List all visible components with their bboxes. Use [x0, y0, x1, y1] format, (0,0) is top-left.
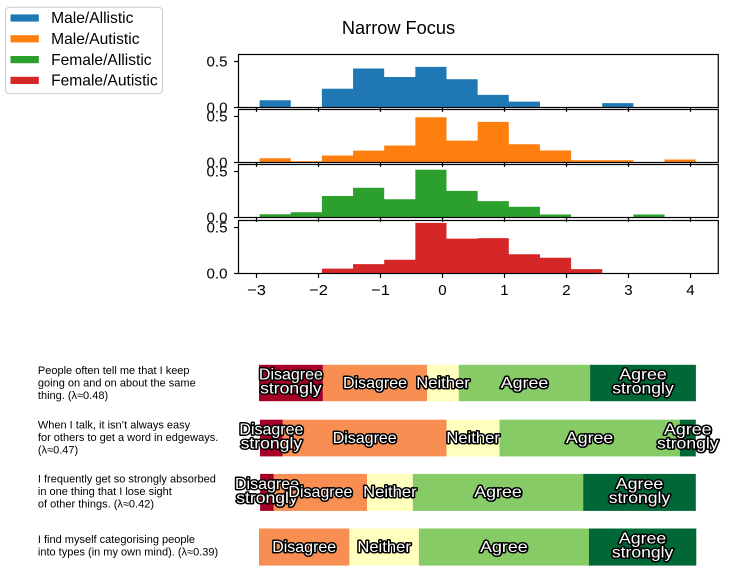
svg-text:2: 2	[562, 282, 570, 299]
svg-text:3: 3	[624, 282, 632, 299]
svg-text:Disagree: Disagree	[259, 367, 323, 384]
svg-text:for others to get a word in ed: for others to get a word in edgeways.	[38, 432, 218, 444]
svg-text:Disagree: Disagree	[343, 375, 407, 392]
svg-text:−2: −2	[309, 282, 328, 299]
svg-text:strongly: strongly	[609, 490, 671, 507]
svg-text:Disagree: Disagree	[272, 539, 336, 556]
svg-text:0.0: 0.0	[207, 155, 228, 172]
svg-text:Male/Allistic: Male/Allistic	[51, 10, 134, 27]
svg-text:Male/Autistic: Male/Autistic	[51, 31, 140, 48]
svg-text:of other things. (λ≈0.42): of other things. (λ≈0.42)	[38, 499, 154, 511]
svg-text:Neither: Neither	[446, 430, 500, 447]
svg-text:I find myself categorising peo: I find myself categorising people	[38, 534, 195, 546]
svg-text:in one thing that I lose sight: in one thing that I lose sight	[38, 486, 172, 498]
svg-text:Agree: Agree	[619, 367, 667, 384]
svg-text:strongly: strongly	[260, 381, 322, 398]
svg-text:−3: −3	[247, 282, 266, 299]
svg-text:0.5: 0.5	[207, 220, 228, 237]
svg-text:Neither: Neither	[357, 539, 411, 556]
svg-text:into types (in my own mind). (: into types (in my own mind). (λ≈0.39)	[38, 547, 218, 559]
svg-text:4: 4	[686, 282, 694, 299]
svg-text:0.0: 0.0	[207, 210, 228, 227]
svg-text:−1: −1	[371, 282, 390, 299]
svg-text:strongly: strongly	[612, 381, 674, 398]
svg-text:Agree: Agree	[619, 531, 667, 548]
svg-text:Neither: Neither	[363, 484, 417, 501]
svg-text:Agree: Agree	[501, 375, 549, 392]
svg-text:Agree: Agree	[616, 476, 664, 493]
svg-text:0.5: 0.5	[207, 109, 228, 126]
svg-text:strongly: strongly	[612, 545, 674, 562]
svg-text:Narrow Focus: Narrow Focus	[342, 18, 455, 38]
svg-text:Disagree: Disagree	[239, 422, 303, 439]
svg-text:0.5: 0.5	[207, 54, 228, 71]
svg-text:0.0: 0.0	[207, 266, 228, 283]
svg-text:Disagree: Disagree	[333, 430, 397, 447]
svg-text:1: 1	[500, 282, 508, 299]
svg-text:going on and on about the same: going on and on about the same	[38, 378, 196, 390]
svg-text:0: 0	[438, 282, 446, 299]
svg-text:thing. (λ≈0.48): thing. (λ≈0.48)	[38, 390, 108, 402]
svg-text:I frequently get so strongly a: I frequently get so strongly absorbed	[38, 474, 216, 486]
svg-text:Disagree: Disagree	[235, 476, 299, 493]
svg-text:Agree: Agree	[474, 484, 522, 501]
svg-text:strongly: strongly	[241, 436, 303, 453]
svg-text:Agree: Agree	[664, 422, 712, 439]
svg-text:Disagree: Disagree	[288, 484, 352, 501]
svg-text:When I talk, it isn’t always e: When I talk, it isn’t always easy	[38, 420, 191, 432]
svg-text:Neither: Neither	[416, 375, 470, 392]
svg-text:strongly: strongly	[657, 436, 719, 453]
svg-text:Agree: Agree	[480, 539, 528, 556]
svg-text:Female/Autistic: Female/Autistic	[51, 73, 158, 90]
svg-text:Female/Allistic: Female/Allistic	[51, 52, 152, 69]
svg-text:0.0: 0.0	[207, 100, 228, 117]
svg-text:0.5: 0.5	[207, 164, 228, 181]
svg-text:(λ≈0.47): (λ≈0.47)	[38, 445, 78, 457]
svg-text:People often tell me that I ke: People often tell me that I keep	[38, 365, 190, 377]
svg-text:Agree: Agree	[566, 430, 614, 447]
svg-text:strongly: strongly	[236, 490, 298, 507]
